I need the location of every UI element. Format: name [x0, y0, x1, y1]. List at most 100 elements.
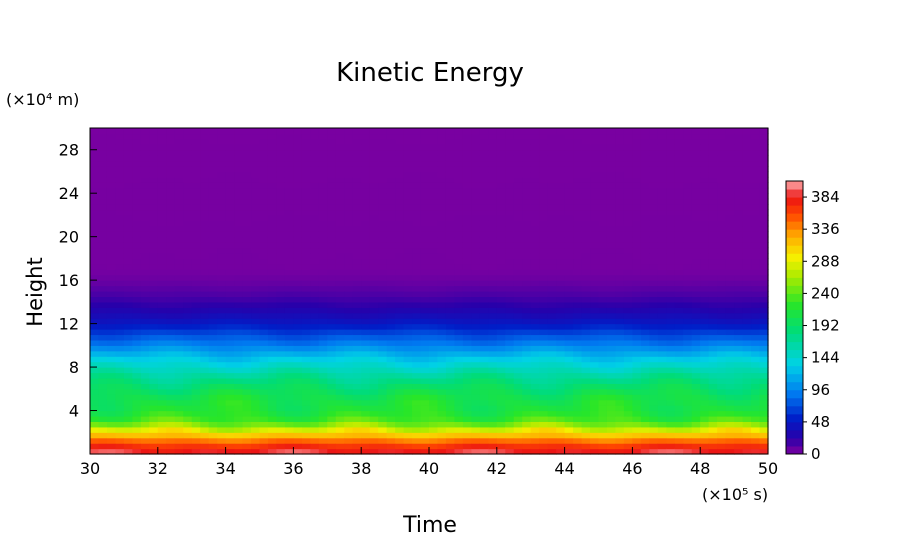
heatmap-cell — [751, 334, 761, 341]
heatmap-cell — [649, 323, 659, 330]
heatmap-cell — [556, 242, 566, 249]
heatmap-cell — [640, 128, 650, 135]
heatmap-cell — [717, 443, 727, 450]
heatmap-cell — [623, 133, 633, 140]
heatmap-cell — [471, 426, 481, 433]
heatmap-cell — [301, 334, 311, 341]
heatmap-cell — [284, 296, 294, 303]
x-tick-label: 34 — [215, 459, 235, 478]
heatmap-cell — [513, 388, 523, 395]
heatmap-cell — [132, 236, 142, 243]
heatmap-cell — [251, 269, 261, 276]
heatmap-cell — [378, 247, 388, 254]
heatmap-cell — [708, 356, 718, 363]
heatmap-cell — [267, 138, 278, 145]
heatmap-cell — [386, 133, 396, 140]
heatmap-cell — [344, 231, 354, 238]
heatmap-cell — [90, 138, 100, 145]
heatmap-cell — [149, 307, 159, 314]
heatmap-cell — [225, 214, 235, 221]
x-axis-label: Time — [402, 513, 457, 538]
heatmap-cell — [700, 432, 710, 439]
heatmap-cell — [539, 367, 549, 374]
heatmap-cell — [556, 187, 566, 194]
heatmap-cell — [132, 361, 142, 368]
heatmap-cell — [318, 280, 328, 287]
heatmap-cell — [301, 312, 311, 319]
heatmap-cell — [301, 301, 311, 308]
heatmap-cell — [429, 415, 439, 422]
heatmap-cell — [395, 220, 405, 227]
heatmap-cell — [573, 388, 583, 395]
heatmap-cell — [564, 437, 574, 444]
heatmap-cell — [310, 209, 320, 216]
heatmap-cell — [623, 432, 633, 439]
heatmap-cell — [657, 263, 667, 270]
heatmap-cell — [106, 242, 117, 249]
heatmap-cell — [361, 258, 371, 265]
heatmap-cell — [505, 198, 515, 205]
heatmap-cell — [700, 242, 710, 249]
heatmap-cell — [530, 318, 540, 325]
heatmap-cell — [183, 225, 193, 232]
heatmap-cell — [208, 138, 218, 145]
heatmap-cell — [318, 410, 328, 417]
heatmap-cell — [208, 372, 218, 379]
heatmap-cell — [259, 432, 269, 439]
heatmap-cell — [717, 274, 727, 281]
heatmap-cell — [361, 415, 371, 422]
heatmap-cell — [395, 252, 405, 259]
colorbar-swatch — [786, 189, 803, 198]
heatmap-cell — [361, 155, 371, 162]
heatmap-cell — [539, 231, 549, 238]
heatmap-cell — [606, 372, 617, 379]
heatmap-cell — [691, 171, 701, 178]
heatmap-cell — [208, 318, 218, 325]
heatmap-cell — [251, 307, 261, 314]
heatmap-cell — [462, 274, 472, 281]
heatmap-cell — [539, 285, 549, 292]
heatmap-cell — [369, 225, 379, 232]
heatmap-cell — [437, 166, 447, 173]
heatmap-cell — [564, 410, 574, 417]
heatmap-cell — [606, 443, 617, 450]
heatmap-cell — [429, 247, 439, 254]
heatmap-cell — [445, 323, 456, 330]
heatmap-cell — [734, 443, 744, 450]
heatmap-cell — [564, 301, 574, 308]
heatmap-cell — [251, 258, 261, 265]
heatmap-cell — [149, 410, 159, 417]
heatmap-cell — [437, 193, 447, 200]
heatmap-cell — [759, 280, 769, 287]
heatmap-cell — [276, 225, 286, 232]
heatmap-cell — [106, 258, 117, 265]
heatmap-cell — [403, 242, 413, 249]
heatmap-cell — [657, 285, 667, 292]
heatmap-cell — [225, 171, 235, 178]
heatmap-cell — [725, 247, 735, 254]
heatmap-cell — [539, 198, 549, 205]
heatmap-cell — [327, 198, 337, 205]
heatmap-cell — [166, 323, 176, 330]
heatmap-cell — [123, 329, 133, 336]
heatmap-cell — [106, 133, 117, 140]
heatmap-cell — [208, 345, 218, 352]
heatmap-cell — [157, 323, 167, 330]
heatmap-cell — [132, 443, 142, 450]
heatmap-cell — [251, 432, 261, 439]
heatmap-cell — [149, 252, 159, 259]
heatmap-cell — [301, 209, 311, 216]
heatmap-cell — [369, 399, 379, 406]
heatmap-cell — [683, 280, 693, 287]
heatmap-cell — [649, 312, 659, 319]
heatmap-cell — [344, 171, 354, 178]
heatmap-cell — [530, 285, 540, 292]
heatmap-cell — [225, 128, 235, 135]
heatmap-cell — [471, 133, 481, 140]
heatmap-cell — [123, 247, 133, 254]
heatmap-cell — [242, 193, 252, 200]
heatmap-cell — [352, 128, 362, 135]
heatmap-cell — [462, 220, 472, 227]
heatmap-cell — [183, 307, 193, 314]
heatmap-cell — [234, 399, 244, 406]
